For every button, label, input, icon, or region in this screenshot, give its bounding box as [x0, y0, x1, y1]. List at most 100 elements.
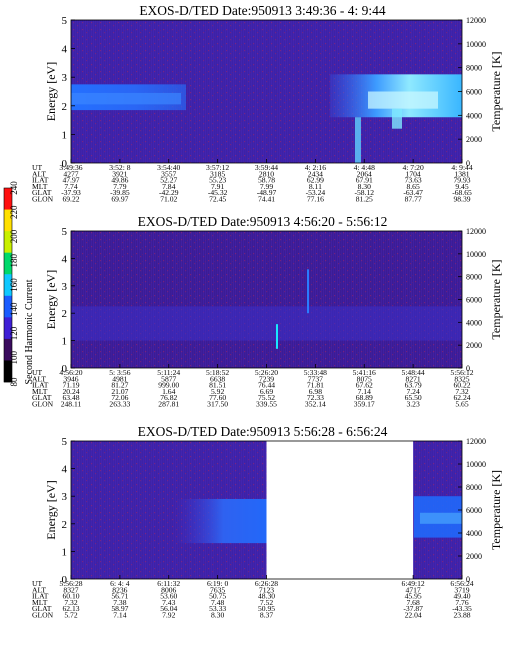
table-cell: 5:41:16: [353, 368, 376, 377]
table-cell: 2064: [357, 169, 372, 178]
table-cell: 7.79: [113, 182, 126, 191]
table-cell: 62.99: [307, 176, 324, 185]
y2-tick-label: 0: [466, 364, 470, 373]
table-cell: 6:56:24: [450, 579, 473, 588]
table-cell: 7.92: [162, 611, 175, 620]
table-cell: 87.77: [405, 195, 422, 204]
table-cell: 4: 9:44: [451, 163, 473, 172]
colorbar-tick-label: 180: [9, 254, 19, 268]
table-cell: 3921: [112, 169, 127, 178]
colorbar: 80 100 120 140 160 180 200 220 240: [3, 181, 19, 387]
panel-title: EXOS-D/TED Date:950913 5:56:28 - 6:56:24: [138, 424, 388, 439]
table-cell: 77.60: [209, 393, 226, 402]
y-tick-label: 3: [62, 281, 68, 293]
table-cell: -37.87: [403, 604, 423, 613]
table-cell: 45.95: [405, 592, 422, 601]
table-cell: 7.48: [211, 598, 224, 607]
y2-tick-label: 8000: [466, 273, 482, 282]
y2-tick-label: 2000: [466, 552, 482, 561]
table-cell: 7.24: [406, 387, 419, 396]
table-cell: 53.33: [209, 604, 226, 613]
colorbar-swatch: [4, 252, 12, 275]
energy-band: [71, 306, 462, 341]
table-cell: 6:19: 0: [207, 579, 229, 588]
table-cell: 53.60: [160, 592, 177, 601]
y-tick-label: 3: [62, 72, 68, 84]
y-tick-label: 4: [62, 253, 68, 265]
table-cell: 50.75: [209, 592, 226, 601]
y2-tick-label: 8000: [466, 483, 482, 492]
table-cell: 4981: [112, 374, 127, 383]
table-row-label: GLON: [32, 195, 54, 204]
table-cell: 3557: [161, 169, 176, 178]
table-cell: 8.11: [309, 182, 322, 191]
table-cell: 7239: [259, 374, 274, 383]
y2-tick-label: 6000: [466, 506, 482, 515]
table-cell: 8.30: [211, 611, 224, 620]
y2-tick-label: 0: [466, 575, 470, 584]
y2-tick-label: 10000: [466, 460, 486, 469]
y2-tick-label: 8000: [466, 64, 482, 73]
table-cell: 4717: [406, 585, 421, 594]
y-tick-label: 4: [62, 464, 68, 476]
table-cell: 352.14: [305, 400, 326, 409]
table-cell: 5:33:48: [304, 368, 327, 377]
y-tick-label: 1: [62, 336, 68, 348]
y-tick-label: 5: [62, 436, 68, 448]
table-cell: -39.85: [110, 188, 130, 197]
table-cell: 2434: [308, 169, 323, 178]
table-cell: 71.19: [62, 381, 79, 390]
table-cell: -63.47: [403, 188, 423, 197]
table-cell: 8.37: [260, 611, 273, 620]
table-cell: 2810: [259, 169, 274, 178]
table-cell: 7.32: [64, 598, 77, 607]
y2-tick-label: 12000: [466, 227, 486, 236]
table-cell: -68.65: [452, 188, 472, 197]
colorbar-swatch: [4, 188, 12, 210]
table-cell: 69.22: [62, 195, 79, 204]
table-cell: 7.74: [64, 182, 77, 191]
y-axis-label: Energy [eV]: [44, 480, 58, 539]
table-cell: 76.44: [258, 381, 275, 390]
y-tick-label: 5: [62, 226, 68, 238]
table-cell: 999.00: [158, 381, 179, 390]
table-cell: 6:49:12: [402, 579, 425, 588]
table-cell: 263.33: [109, 400, 130, 409]
table-row-label: UT: [32, 163, 42, 172]
table-cell: 60.10: [62, 592, 79, 601]
table-cell: 76.82: [160, 393, 177, 402]
y-axis-label: Energy [eV]: [44, 62, 58, 121]
table-cell: 8.30: [358, 182, 371, 191]
table-cell: 21.07: [111, 387, 128, 396]
table-cell: 81.51: [209, 381, 226, 390]
y2-tick-label: 10000: [466, 250, 486, 259]
table-cell: 22.04: [405, 611, 422, 620]
table-cell: 5877: [161, 374, 176, 383]
table-cell: 56.71: [111, 592, 128, 601]
table-row-label: ALT: [32, 169, 46, 178]
table-row-label: ALT: [32, 585, 46, 594]
table-cell: 7.68: [406, 598, 419, 607]
table-cell: -37.93: [61, 188, 81, 197]
table-cell: 4:56:20: [59, 368, 82, 377]
y-tick-label: 0: [62, 158, 68, 170]
y2-tick-label: 2000: [466, 135, 482, 144]
y-tick-label: 0: [62, 574, 68, 586]
table-cell: 60.22: [453, 381, 470, 390]
table-cell: -45.32: [208, 188, 228, 197]
y2-tick-label: 12000: [466, 437, 486, 446]
table-cell: 50.95: [258, 604, 275, 613]
table-cell: 72.33: [307, 393, 324, 402]
table-cell: 7.14: [113, 611, 126, 620]
table-cell: 3185: [210, 169, 225, 178]
table-cell: 317.50: [207, 400, 228, 409]
table-cell: 7.99: [260, 182, 273, 191]
table-cell: 7.91: [211, 182, 224, 191]
table-cell: 4: 4:48: [354, 163, 376, 172]
panel-title: EXOS-D/TED Date:950913 3:49:36 - 4: 9:44: [139, 3, 386, 18]
table-cell: 72.06: [111, 393, 128, 402]
colorbar-tick-label: 100: [9, 351, 19, 365]
table-cell: 62.24: [453, 393, 470, 402]
table-cell: 4: 7:20: [402, 163, 424, 172]
